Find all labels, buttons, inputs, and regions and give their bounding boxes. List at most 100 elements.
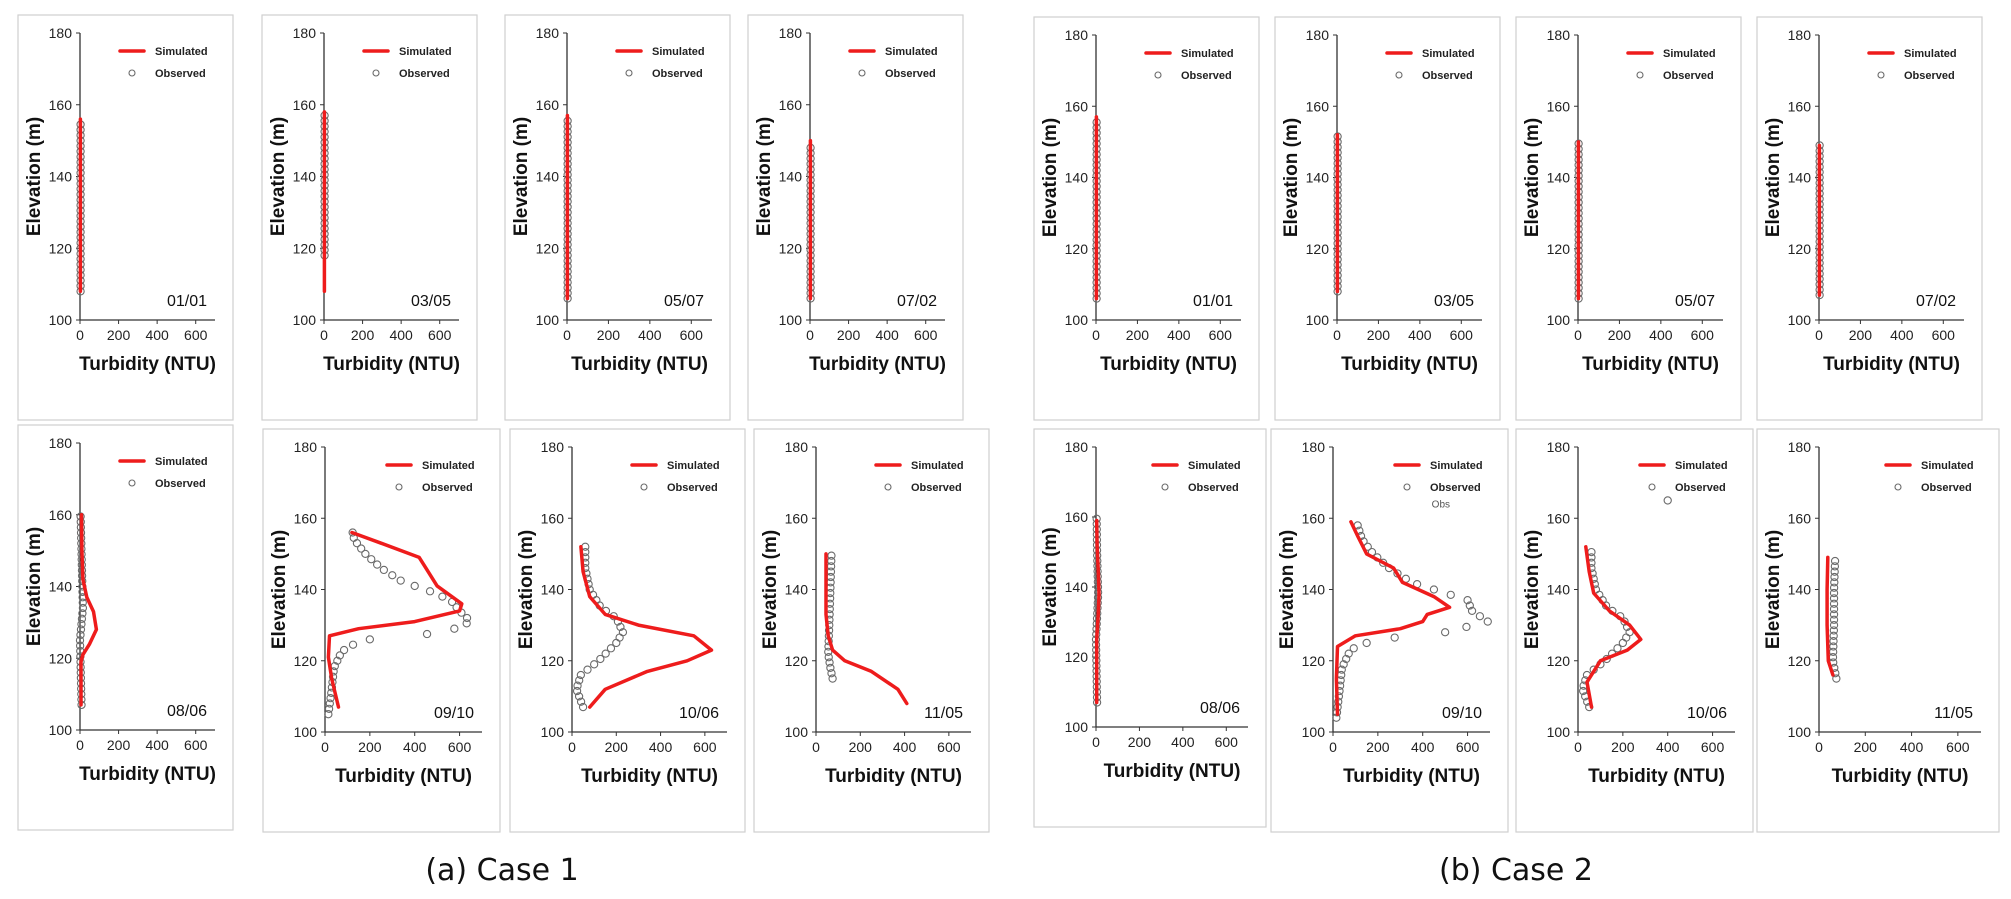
y-tick-label: 120 <box>49 650 73 666</box>
y-tick-label: 180 <box>293 25 317 41</box>
y-tick-label: 160 <box>536 97 560 113</box>
observed-point <box>1462 622 1471 632</box>
simulated-line <box>326 530 464 709</box>
x-tick-label: 200 <box>1367 327 1391 343</box>
chart-panel: 100 120 140 160 180 0 200 400 600 Turbidity (NTU)… <box>747 14 964 421</box>
legend-observed-swatch <box>395 483 403 491</box>
observed-point <box>1829 620 1839 630</box>
y-tick-label: 120 <box>1065 649 1089 665</box>
observed-point <box>1829 626 1839 635</box>
observed-point <box>1463 596 1472 605</box>
y-tick-label: 180 <box>779 25 803 41</box>
y-tick-label: 160 <box>49 97 73 113</box>
x-tick-label: 200 <box>849 739 873 755</box>
x-axis-title: Turbidity (NTU) <box>79 764 216 785</box>
observed-point <box>361 549 370 559</box>
x-tick-label: 600 <box>1946 739 1970 755</box>
legend-observed-swatch <box>1403 483 1411 491</box>
x-tick-label: 400 <box>1649 327 1673 343</box>
panel-date-label: 11/05 <box>924 705 963 722</box>
y-tick-label: 100 <box>536 312 560 328</box>
y-tick-label: 100 <box>1306 312 1330 328</box>
y-tick-label: 140 <box>1302 582 1326 598</box>
observed-point <box>1829 610 1839 619</box>
observed-point <box>75 641 85 650</box>
observed-point <box>589 660 599 669</box>
observed-point <box>1390 633 1399 642</box>
y-axis-title: Elevation (m) <box>760 530 781 649</box>
observed-point <box>572 686 582 696</box>
panel-frame <box>1033 16 1260 421</box>
observed-point <box>1830 578 1839 587</box>
y-tick-label: 100 <box>294 724 318 740</box>
x-tick-label: 0 <box>1815 327 1823 343</box>
y-tick-label: 140 <box>293 169 317 185</box>
observed-point <box>1663 496 1672 505</box>
y-tick-label: 140 <box>1788 582 1812 598</box>
legend-observed-swatch <box>1395 71 1403 79</box>
legend-simulated-label: Simulated <box>399 46 452 58</box>
y-tick-label: 160 <box>779 97 803 113</box>
observed-point <box>1620 617 1629 626</box>
x-tick-label: 600 <box>1932 327 1956 343</box>
observed-point <box>1829 637 1838 646</box>
x-tick-label: 600 <box>914 327 938 343</box>
y-tick-label: 160 <box>1065 509 1089 525</box>
y-tick-label: 140 <box>294 582 318 598</box>
observed-point <box>1829 631 1838 640</box>
legend-simulated-label: Simulated <box>1422 48 1475 60</box>
legend-observed-label: Observed <box>1188 482 1239 494</box>
panel-date-label: 01/01 <box>167 293 207 310</box>
x-axis-title: Turbidity (NTU) <box>1100 354 1237 375</box>
x-tick-label: 600 <box>1215 734 1239 750</box>
y-tick-label: 140 <box>49 169 73 185</box>
y-axis-title: Elevation (m) <box>1763 118 1784 237</box>
x-tick-label: 600 <box>680 327 704 343</box>
observed-point <box>1475 612 1485 621</box>
legend-simulated-label: Simulated <box>667 460 720 472</box>
x-tick-label: 400 <box>893 739 917 755</box>
observed-point <box>77 614 87 623</box>
y-tick-label: 120 <box>49 240 73 256</box>
legend-observed-swatch <box>1877 71 1885 79</box>
simulated-line <box>824 552 909 706</box>
legend-observed-label: Observed <box>422 482 473 494</box>
y-tick-label: 120 <box>1306 241 1330 257</box>
x-tick-label: 0 <box>1574 327 1582 343</box>
x-tick-label: 600 <box>448 739 472 755</box>
y-tick-label: 100 <box>1065 312 1089 328</box>
y-axis-title: Elevation (m) <box>1522 118 1543 237</box>
observed-point <box>575 676 584 685</box>
legend-simulated-label: Simulated <box>1188 460 1241 472</box>
y-tick-label: 100 <box>1065 719 1089 735</box>
observed-point <box>357 544 366 553</box>
y-tick-label: 120 <box>293 240 317 256</box>
y-tick-label: 180 <box>785 439 809 455</box>
legend-observed-label: Observed <box>652 68 703 80</box>
panel-frame <box>17 424 234 831</box>
panel-frame <box>262 428 501 833</box>
observed-point <box>325 699 334 708</box>
legend-observed-label: Observed <box>155 478 206 490</box>
observed-point <box>324 704 334 713</box>
chart-panel: 100 120 140 160 180 0 200 400 600 Turbidity (NTU)… <box>1033 16 1260 421</box>
legend-observed-label: Observed <box>1904 70 1955 82</box>
x-tick-label: 200 <box>358 739 382 755</box>
simulated-line <box>1334 520 1452 716</box>
observed-point <box>1613 644 1622 653</box>
x-axis-title: Turbidity (NTU) <box>335 766 472 787</box>
x-tick-label: 600 <box>693 739 717 755</box>
y-tick-label: 120 <box>1788 653 1812 669</box>
x-tick-label: 600 <box>1450 327 1474 343</box>
y-tick-label: 180 <box>49 25 73 41</box>
simulated-line <box>1825 555 1835 677</box>
chart-panel: 100 120 140 160 180 0 200 400 600 Turbidity (NTU)… <box>1756 16 1983 421</box>
y-axis-title: Elevation (m) <box>1763 530 1784 649</box>
y-tick-label: 140 <box>779 169 803 185</box>
panel-date-label: 08/06 <box>1200 700 1240 717</box>
chart-panel: 100 120 140 160 180 0 200 400 600 Turbidity (NTU)… <box>262 428 501 833</box>
y-tick-label: 160 <box>1302 510 1326 526</box>
y-tick-label: 140 <box>785 582 809 598</box>
y-axis-title: Elevation (m) <box>1040 527 1061 646</box>
